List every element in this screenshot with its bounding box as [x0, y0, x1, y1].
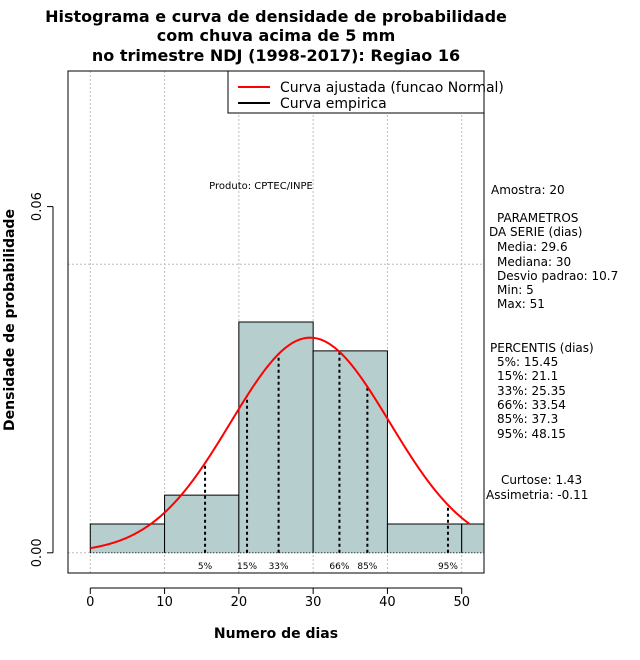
- y-tick-label-1: 0.06: [30, 192, 45, 221]
- param-mean: Media: 29.6: [497, 240, 568, 254]
- stats-panel: Amostra: 20 PARAMETROS DA SERIE (dias) M…: [486, 183, 618, 502]
- sample-size: Amostra: 20: [491, 183, 565, 197]
- normal-curve-path: [90, 336, 470, 550]
- chart-title-line-1: Histograma e curva de densidade de proba…: [45, 7, 507, 26]
- axes: 0 10 20 30 40 50 0.00 0.06: [30, 192, 470, 610]
- percentil-85: 85%: 37.3: [497, 412, 558, 426]
- x-axis-title: Numero de dias: [214, 626, 338, 642]
- normal-curve: [90, 336, 470, 550]
- histogram-bars: [89, 321, 484, 554]
- percentis-title: PERCENTIS (dias): [490, 341, 594, 355]
- histogram-bar-5: [461, 523, 484, 553]
- chart-title-line-2: com chuva acima de 5 mm: [157, 26, 396, 45]
- param-max: Max: 51: [497, 297, 545, 311]
- percentile-label-4: 85%: [357, 562, 377, 572]
- param-median: Mediana: 30: [497, 255, 571, 269]
- x-tick-label-0: 0: [86, 595, 94, 610]
- percentile-label-2: 33%: [269, 562, 289, 572]
- legend-label-empirical: Curva empirica: [280, 96, 387, 112]
- percentil-15: 15%: 21.1: [497, 369, 558, 383]
- percentile-label-0: 5%: [198, 562, 213, 572]
- percentil-5: 5%: 15.45: [497, 355, 558, 369]
- histogram-bar-3: [313, 350, 388, 553]
- percentile-lines: 5% 15% 33% 66% 85% 95%: [198, 351, 458, 572]
- legend-label-normal: Curva ajustada (funcao Normal): [280, 80, 504, 96]
- histogram-bar-2: [238, 322, 314, 553]
- histogram-bar-outline-3: [312, 350, 388, 553]
- x-tick-label-3: 30: [305, 595, 322, 610]
- param-min: Min: 5: [497, 283, 534, 297]
- histogram-bar-outline-5: [461, 523, 484, 553]
- percentile-label-5: 95%: [438, 562, 458, 572]
- histogram-bar-4: [387, 523, 462, 553]
- product-label: Produto: CPTEC/INPE: [209, 181, 313, 192]
- params-title-2: DA SERIE (dias): [489, 225, 582, 239]
- legend-box: [227, 70, 485, 114]
- percentil-33: 33%: 25.35: [497, 384, 566, 398]
- percentil-66: 66%: 33.54: [497, 398, 566, 412]
- legend: Curva ajustada (funcao Normal) Curva emp…: [227, 70, 504, 114]
- percentil-95: 95%: 48.15: [497, 427, 566, 441]
- x-tick-label-4: 40: [379, 595, 396, 610]
- y-axis-title: Densidade de probabilidade: [2, 209, 18, 431]
- kurtosis: Curtose: 1.43: [501, 473, 582, 487]
- histogram-bar-1: [164, 495, 239, 553]
- percentile-label-1: 15%: [237, 562, 257, 572]
- chart-title-line-3: no trimestre NDJ (1998-2017): Regiao 16: [92, 46, 460, 65]
- params-title-1: PARAMETROS: [497, 211, 578, 225]
- skewness: Assimetria: -0.11: [486, 488, 588, 502]
- percentile-label-3: 66%: [329, 562, 349, 572]
- x-tick-label-5: 50: [453, 595, 470, 610]
- y-tick-label-0: 0.00: [30, 538, 45, 567]
- x-tick-label-1: 10: [156, 595, 173, 610]
- param-stddev: Desvio padrao: 10.7: [497, 269, 618, 283]
- x-tick-label-2: 20: [231, 595, 248, 610]
